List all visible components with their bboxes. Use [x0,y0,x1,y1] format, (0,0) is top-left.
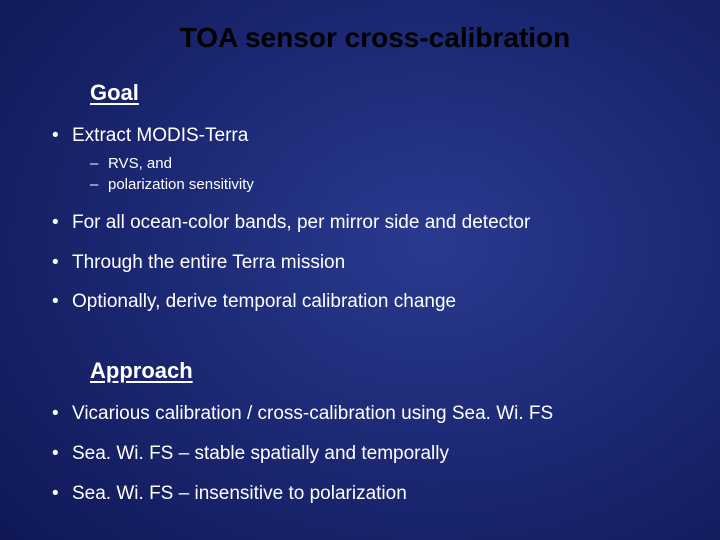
approach-bullet-list: Vicarious calibration / cross-calibratio… [50,402,670,505]
approach-bullet-item: Sea. Wi. FS – insensitive to polarizatio… [50,482,670,506]
goal-sub-item: polarization sensitivity [72,175,670,195]
goal-sub-item: RVS, and [72,154,670,174]
goal-bullet-item: Extract MODIS-Terra RVS, and polarizatio… [50,124,670,195]
spacer [50,330,670,358]
goal-heading: Goal [90,80,670,106]
slide-title: TOA sensor cross-calibration [80,22,670,54]
approach-bullet-item: Vicarious calibration / cross-calibratio… [50,402,670,426]
goal-bullet-item: Optionally, derive temporal calibration … [50,290,670,314]
goal-sub-list: RVS, and polarization sensitivity [72,154,670,195]
bullet-text: Extract MODIS-Terra [72,125,248,146]
goal-bullet-item: Through the entire Terra mission [50,251,670,275]
approach-bullet-item: Sea. Wi. FS – stable spatially and tempo… [50,442,670,466]
approach-heading: Approach [90,358,670,384]
goal-bullet-list: Extract MODIS-Terra RVS, and polarizatio… [50,124,670,314]
goal-bullet-item: For all ocean-color bands, per mirror si… [50,211,670,235]
